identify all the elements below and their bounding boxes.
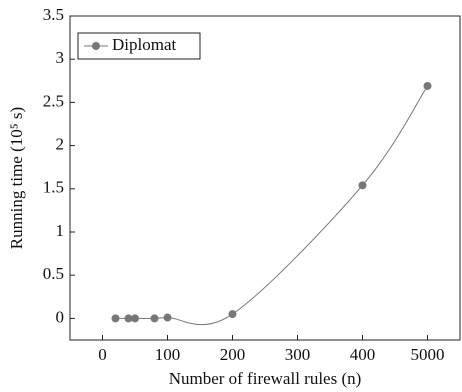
x-axis-label: Number of firewall rules (n) [169, 369, 362, 388]
y-tick-label: 3.5 [43, 5, 64, 24]
y-tick-label: 2.5 [43, 91, 64, 110]
plot-frame [69, 15, 461, 341]
data-point [228, 310, 237, 319]
data-point [150, 314, 159, 323]
x-tick-label: 5000 [411, 345, 445, 364]
legend-label: Diplomat [112, 35, 176, 54]
x-tick-label: 400 [350, 345, 376, 364]
y-tick-label: 0.5 [43, 264, 64, 283]
legend-marker [92, 42, 100, 50]
x-tick-label: 300 [285, 345, 311, 364]
data-point [124, 314, 133, 323]
y-tick-label: 3 [56, 48, 65, 67]
y-tick-label: 1.5 [43, 178, 64, 197]
y-tick-label: 2 [56, 135, 65, 154]
y-tick-label: 1 [56, 221, 65, 240]
data-point [111, 314, 120, 323]
y-tick-label: 0 [56, 307, 65, 326]
series-line [115, 85, 428, 326]
data-point [163, 313, 172, 322]
x-tick-label: 200 [220, 345, 246, 364]
x-tick-label: 0 [98, 345, 107, 364]
x-tick-label: 100 [155, 345, 181, 364]
data-point [423, 81, 432, 90]
data-point [358, 181, 367, 190]
data-point [131, 314, 139, 323]
y-axis-label: Running time (10⁵ s) [7, 107, 26, 249]
